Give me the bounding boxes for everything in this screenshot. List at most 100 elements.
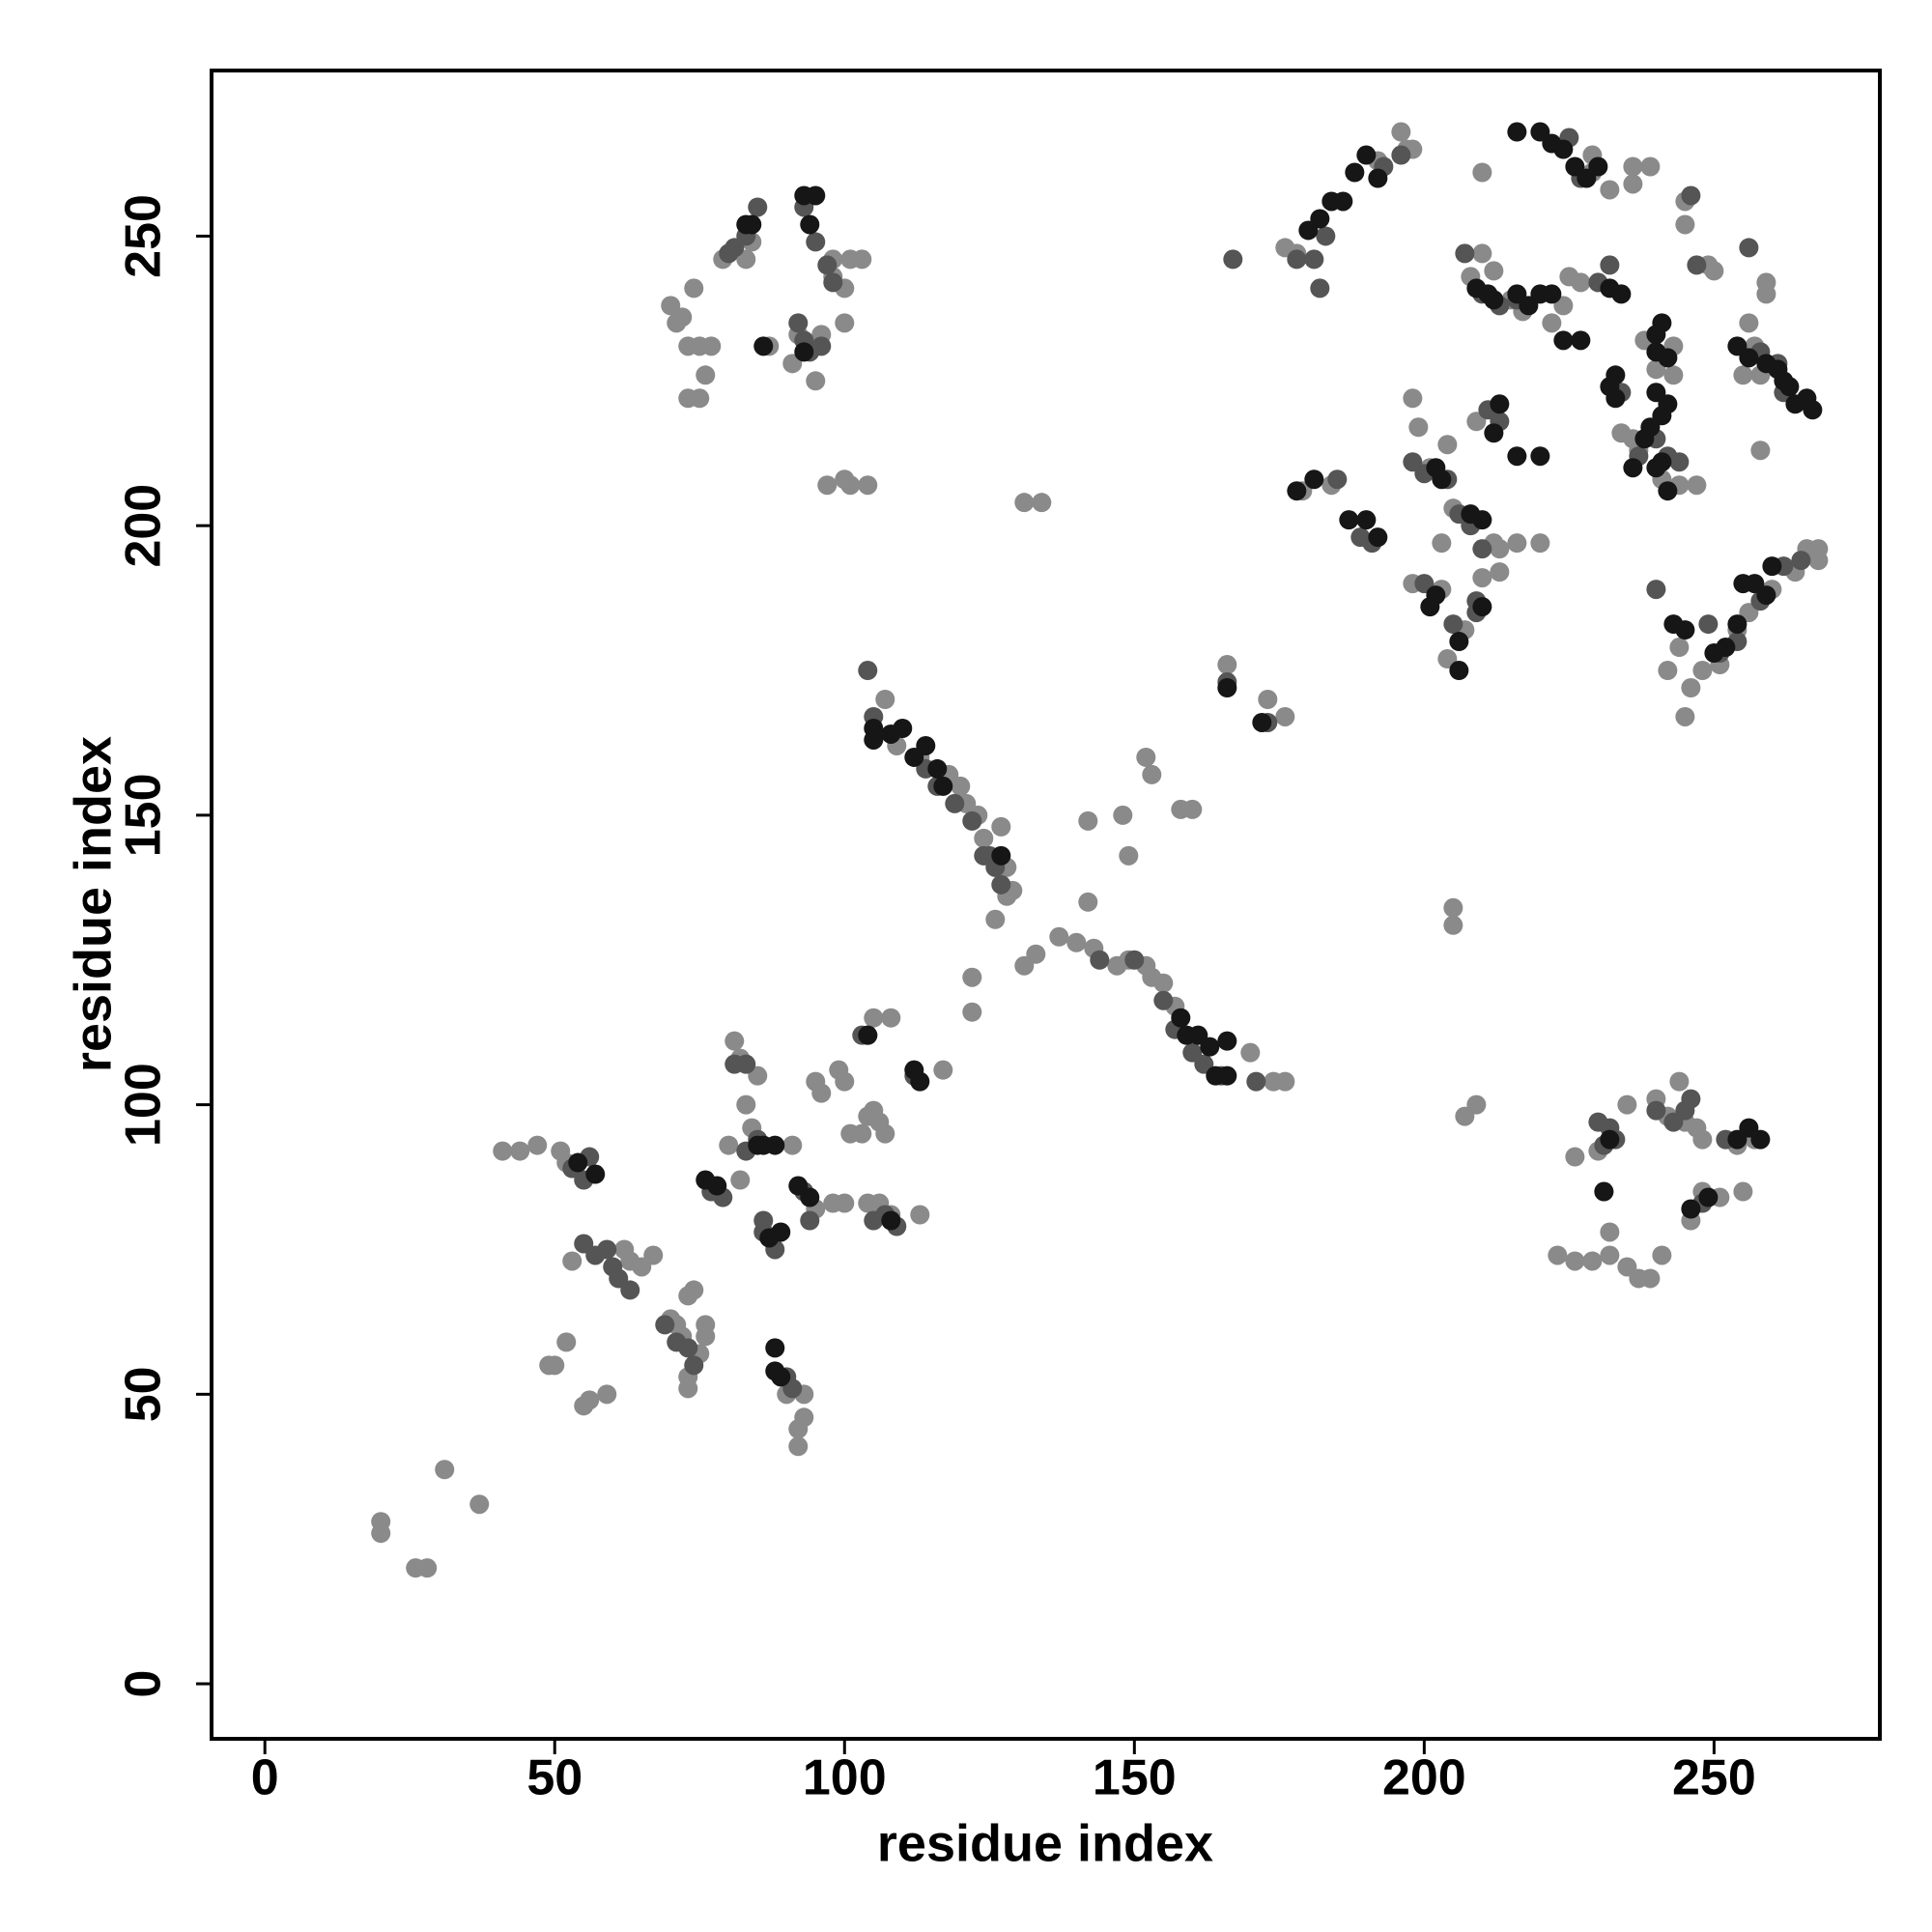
point <box>1466 1094 1487 1115</box>
point <box>1594 1181 1614 1202</box>
point <box>1119 845 1139 866</box>
point <box>1090 950 1110 970</box>
point <box>1316 226 1336 246</box>
point <box>585 1164 606 1184</box>
point <box>696 365 716 385</box>
point <box>736 1054 756 1074</box>
point <box>1669 638 1690 658</box>
point <box>1246 1071 1266 1092</box>
point <box>1750 440 1771 461</box>
point <box>1600 180 1620 200</box>
point <box>1484 423 1504 443</box>
point <box>643 1245 664 1265</box>
point <box>1600 1245 1620 1265</box>
point <box>1779 377 1800 397</box>
point <box>597 1384 617 1405</box>
point <box>881 1008 901 1028</box>
point <box>1124 950 1145 970</box>
point <box>1663 365 1684 385</box>
point <box>701 336 722 356</box>
point <box>1217 678 1237 698</box>
point <box>1530 446 1550 467</box>
point <box>753 1210 774 1231</box>
point <box>1640 156 1661 177</box>
point <box>1356 145 1377 165</box>
point <box>806 185 826 206</box>
point <box>788 1436 809 1457</box>
point <box>927 758 948 779</box>
point <box>858 661 878 681</box>
point <box>974 828 994 848</box>
point <box>1472 568 1492 588</box>
point <box>1472 162 1492 183</box>
point <box>1217 655 1237 675</box>
y-tick-label: 150 <box>116 774 172 858</box>
point <box>852 249 872 270</box>
point <box>655 1315 675 1335</box>
point <box>1472 597 1492 617</box>
point <box>1275 706 1295 726</box>
point <box>1698 1187 1719 1208</box>
point <box>1565 1251 1585 1271</box>
point <box>1310 278 1330 298</box>
point <box>1716 638 1736 658</box>
point <box>945 793 965 813</box>
point <box>1530 533 1550 554</box>
point <box>1310 209 1330 229</box>
point <box>1171 1008 1191 1028</box>
point <box>435 1460 455 1480</box>
point <box>1368 527 1388 548</box>
point <box>864 729 884 750</box>
point <box>962 967 982 987</box>
y-axis-title: residue index <box>64 736 122 1072</box>
point <box>742 214 762 235</box>
point <box>1750 1129 1771 1150</box>
point <box>1600 255 1620 275</box>
point <box>1658 481 1678 501</box>
point <box>1507 446 1527 467</box>
point <box>1391 145 1411 165</box>
point <box>1078 810 1098 831</box>
point <box>1623 458 1643 478</box>
point <box>556 1332 577 1352</box>
point <box>1588 156 1608 177</box>
point <box>1368 168 1388 188</box>
point <box>1548 1245 1568 1265</box>
point <box>782 1135 803 1155</box>
y-tick-label: 250 <box>116 194 172 278</box>
point <box>840 475 861 496</box>
point <box>696 1326 716 1347</box>
point <box>527 1135 548 1155</box>
point <box>1698 614 1719 635</box>
point <box>800 1210 820 1231</box>
point <box>597 1239 617 1260</box>
point <box>904 1060 924 1080</box>
point <box>1490 562 1510 582</box>
point <box>667 313 687 333</box>
point <box>684 278 704 298</box>
point <box>1646 1100 1666 1121</box>
point <box>1078 892 1098 912</box>
point <box>985 909 1006 929</box>
x-tick-label: 0 <box>251 1750 279 1806</box>
point <box>661 296 681 316</box>
point <box>1681 1089 1701 1109</box>
point <box>835 1193 855 1213</box>
plot-frame <box>210 69 1882 1741</box>
point <box>1484 261 1504 281</box>
x-tick-label: 100 <box>803 1750 887 1806</box>
point <box>771 1367 791 1387</box>
y-tick-label: 200 <box>116 484 172 568</box>
point <box>806 232 826 252</box>
point <box>823 272 843 293</box>
point <box>1739 238 1759 258</box>
point <box>1014 493 1035 513</box>
point <box>1687 255 1707 275</box>
point <box>1223 249 1243 270</box>
point <box>1258 689 1278 709</box>
point <box>771 1222 791 1242</box>
point <box>788 313 809 333</box>
point <box>1356 510 1377 530</box>
point <box>1032 493 1052 513</box>
point <box>730 1170 751 1190</box>
